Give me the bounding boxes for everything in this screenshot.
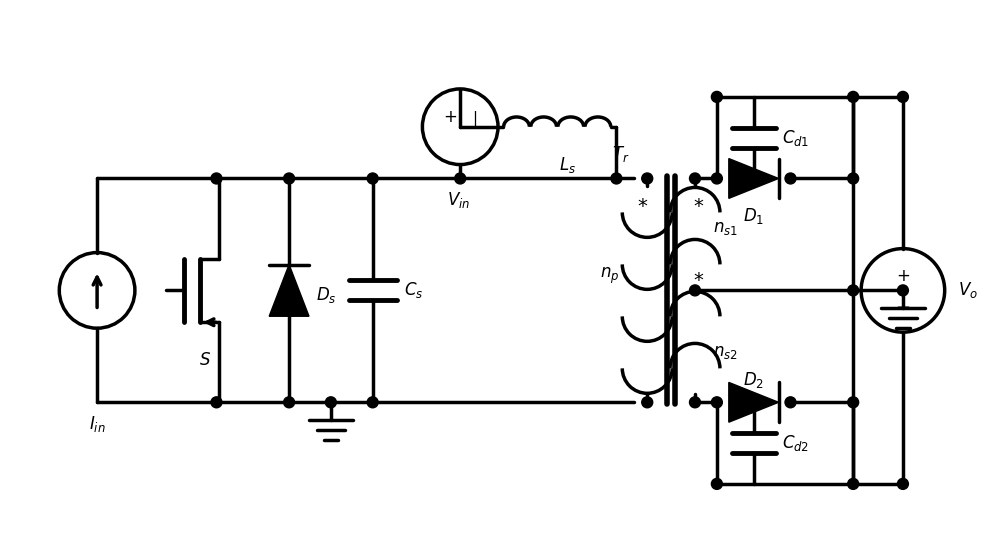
Circle shape <box>748 397 759 408</box>
Text: $|$: $|$ <box>472 109 477 129</box>
Text: $*$: $*$ <box>693 195 705 214</box>
Circle shape <box>211 173 222 184</box>
Text: $L_s$: $L_s$ <box>559 154 576 175</box>
Polygon shape <box>269 265 309 316</box>
Text: $S$: $S$ <box>199 352 211 369</box>
Circle shape <box>690 285 700 296</box>
Text: $*$: $*$ <box>637 195 648 214</box>
Circle shape <box>848 478 859 490</box>
Circle shape <box>284 397 295 408</box>
Circle shape <box>455 173 466 184</box>
Circle shape <box>848 173 859 184</box>
Text: $C_{d2}$: $C_{d2}$ <box>782 433 809 453</box>
Circle shape <box>848 397 859 408</box>
Circle shape <box>897 478 908 490</box>
Circle shape <box>711 173 722 184</box>
Polygon shape <box>729 383 779 422</box>
Circle shape <box>748 173 759 184</box>
Circle shape <box>711 91 722 102</box>
Text: $C_s$: $C_s$ <box>404 280 424 300</box>
Circle shape <box>848 91 859 102</box>
Circle shape <box>284 173 295 184</box>
Text: $T_r$: $T_r$ <box>612 144 629 164</box>
Circle shape <box>785 173 796 184</box>
Circle shape <box>711 397 722 408</box>
Circle shape <box>848 285 859 296</box>
Text: $D_2$: $D_2$ <box>743 370 764 391</box>
Text: $n_{s1}$: $n_{s1}$ <box>713 220 738 237</box>
Circle shape <box>785 397 796 408</box>
Text: $V_{in}$: $V_{in}$ <box>447 190 470 210</box>
Circle shape <box>611 173 622 184</box>
Text: $+$: $+$ <box>443 108 457 126</box>
Text: $+$: $+$ <box>896 267 910 286</box>
Circle shape <box>367 173 378 184</box>
Polygon shape <box>729 159 779 199</box>
Circle shape <box>367 397 378 408</box>
Text: $I_{in}$: $I_{in}$ <box>89 414 105 434</box>
Text: $n_p$: $n_p$ <box>600 265 619 286</box>
Circle shape <box>711 478 722 490</box>
Circle shape <box>642 397 653 408</box>
Text: $n_{s2}$: $n_{s2}$ <box>713 344 738 361</box>
Circle shape <box>325 397 336 408</box>
Circle shape <box>211 397 222 408</box>
Circle shape <box>690 397 700 408</box>
Text: $D_s$: $D_s$ <box>316 285 337 306</box>
Circle shape <box>897 91 908 102</box>
Text: $*$: $*$ <box>693 269 705 288</box>
Text: $C_{d1}$: $C_{d1}$ <box>782 128 809 148</box>
Text: $D_1$: $D_1$ <box>743 207 764 226</box>
Text: $V_o$: $V_o$ <box>958 280 978 300</box>
Circle shape <box>642 173 653 184</box>
Circle shape <box>897 285 908 296</box>
Circle shape <box>690 173 700 184</box>
Text: $-$: $-$ <box>895 298 910 315</box>
